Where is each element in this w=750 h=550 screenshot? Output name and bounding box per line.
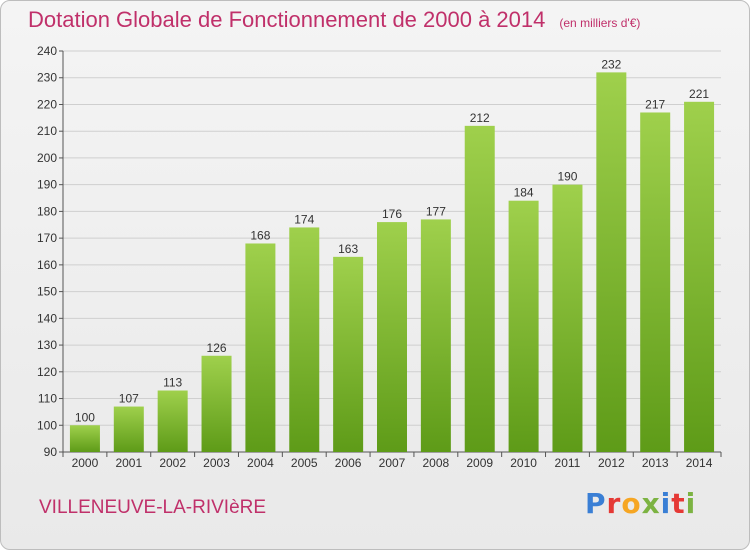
bar-2011 [552,184,583,452]
x-tick-label-2008: 2008 [423,456,450,470]
value-label-2002: 113 [163,376,182,390]
y-tick-label: 170 [37,231,57,245]
y-tick-label: 240 [37,44,57,58]
value-label-2013: 217 [645,97,665,111]
value-label-2008: 177 [426,204,446,218]
x-tick-label-2005: 2005 [291,456,318,470]
y-tick-label: 220 [37,97,57,111]
bar-2004 [245,243,276,452]
bar-2014 [684,101,715,452]
logo-letter: i [685,487,697,520]
y-tick-label: 160 [37,258,57,272]
bar-2006 [333,256,364,452]
y-tick-label: 120 [37,365,57,379]
value-label-2014: 221 [689,87,709,101]
value-label-2009: 212 [470,111,490,125]
proxiti-logo[interactable]: Proxiti [585,487,696,520]
bar-2000 [69,425,100,452]
x-tick-label-2014: 2014 [686,456,713,470]
value-label-2001: 107 [119,392,139,406]
bars: 100 107 113 126 168 174 163 176 177 212 184 190 232 2… [69,57,715,453]
x-tick-label-2004: 2004 [247,456,274,470]
y-tick-label: 190 [37,178,57,192]
y-tick-label: 200 [37,151,57,165]
bar-2008 [420,219,451,452]
chart-title-text: Dotation Globale de Fonctionnement de 20… [28,7,546,32]
value-label-2006: 163 [338,242,358,256]
x-tick-label-2009: 2009 [466,456,493,470]
value-label-2012: 232 [601,57,621,71]
bar-2003 [201,355,232,452]
bar-2010 [508,200,539,452]
bar-2007 [377,222,407,452]
bar-2001 [113,406,144,452]
x-tick-label-2001: 2001 [115,456,142,470]
bar-2002 [157,390,188,452]
x-tick-label-2007: 2007 [379,456,406,470]
x-tick-label-2011: 2011 [555,456,581,470]
logo-letter: t [671,487,686,520]
logo-letter: x [641,487,661,520]
x-tick-label-2010: 2010 [510,456,537,470]
logo-letter: o [621,487,642,520]
commune-name: VILLENEUVE-LA-RIVIèRE [39,497,267,518]
x-tick-label-2002: 2002 [159,456,186,470]
axes: 90 100 110 120 130 140 150 160 170 180 190 200 210 22… [37,44,722,470]
y-tick-label: 180 [37,204,57,218]
value-label-2007: 176 [382,207,402,221]
x-tick-label-2000: 2000 [72,456,99,470]
logo-letter: P [585,487,607,520]
value-label-2005: 174 [294,212,314,226]
y-tick-label: 110 [38,392,57,406]
y-tick-label: 90 [44,445,58,459]
y-tick-label: 210 [37,124,57,138]
bar-2009 [464,125,495,452]
x-tick-label-2013: 2013 [642,456,669,470]
x-tick-label-2003: 2003 [203,456,230,470]
value-label-2004: 168 [250,228,270,242]
bar-2013 [640,112,671,452]
value-label-2000: 100 [75,410,95,424]
value-label-2011: 190 [557,170,577,184]
logo-letter: r [606,487,622,520]
logo-letter: i [660,487,672,520]
x-tick-label-2012: 2012 [598,456,625,470]
y-tick-label: 140 [37,311,57,325]
y-tick-label: 130 [37,338,57,352]
chart-title: Dotation Globale de Fonctionnement de 20… [28,7,640,33]
bar-2012 [596,72,627,453]
y-tick-label: 150 [37,285,57,299]
y-tick-label: 100 [37,418,57,432]
chart-unit: (en milliers d'€) [559,16,641,30]
value-label-2010: 184 [514,186,534,200]
y-tick-label: 230 [37,71,57,85]
x-tick-label-2006: 2006 [335,456,362,470]
value-label-2003: 126 [207,341,227,355]
bar-2005 [289,227,320,452]
